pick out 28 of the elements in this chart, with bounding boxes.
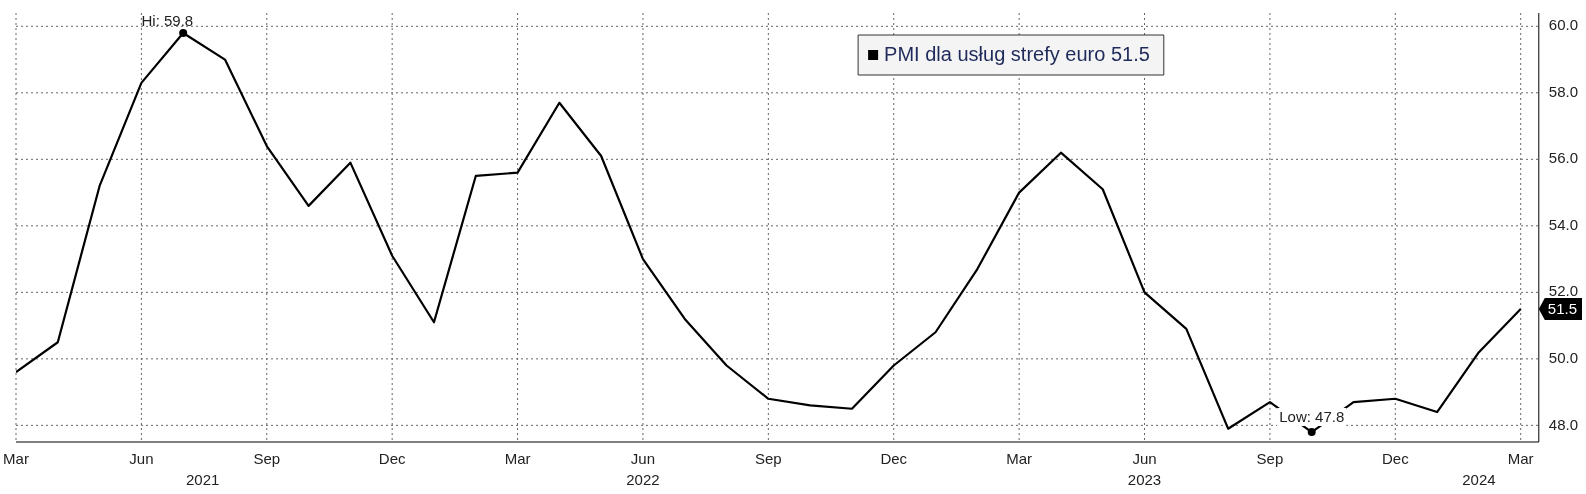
x-tick-label: Jun xyxy=(129,450,154,468)
x2-tick-label: 2024 xyxy=(1462,471,1496,489)
y-tick-label: 48.0 xyxy=(1548,415,1579,433)
x2-tick-label: 2023 xyxy=(1127,471,1162,489)
x2-tick-label: 2021 xyxy=(186,471,220,489)
y-tick-label: 52.0 xyxy=(1548,282,1579,300)
x-tick-label: Jun xyxy=(1132,450,1157,468)
x-tick-label: Sep xyxy=(755,450,782,468)
x2-tick-label: 2022 xyxy=(626,471,660,489)
y-tick-label: 60.0 xyxy=(1548,16,1579,34)
x-tick-label: Sep xyxy=(1256,450,1284,468)
x-tick-label: Mar xyxy=(1507,450,1534,468)
data-label: 51.5 xyxy=(1547,300,1578,318)
y-tick-label: 50.0 xyxy=(1548,349,1579,366)
x-tick-label: Dec xyxy=(378,450,406,468)
x-tick-label: Mar xyxy=(1006,450,1033,468)
legend-label: PMI dla usług strefy euro 51.5 xyxy=(884,42,1150,65)
x-tick-label: Sep xyxy=(253,450,281,468)
x-tick-label: Dec xyxy=(1381,450,1410,468)
annotation: Hi: 59.8 xyxy=(141,11,194,29)
x-tick-label: Dec xyxy=(880,450,908,468)
x-tick-label: Jun xyxy=(630,450,656,468)
y-tick-label: 58.0 xyxy=(1548,82,1579,100)
y-tick-label: 56.0 xyxy=(1548,149,1579,167)
x-tick-label: Mar xyxy=(504,450,531,468)
y-tick-label: 54.0 xyxy=(1548,215,1579,233)
x-tick-label: Mar xyxy=(3,450,29,468)
annotation: Low: 47.8 xyxy=(1279,407,1345,425)
